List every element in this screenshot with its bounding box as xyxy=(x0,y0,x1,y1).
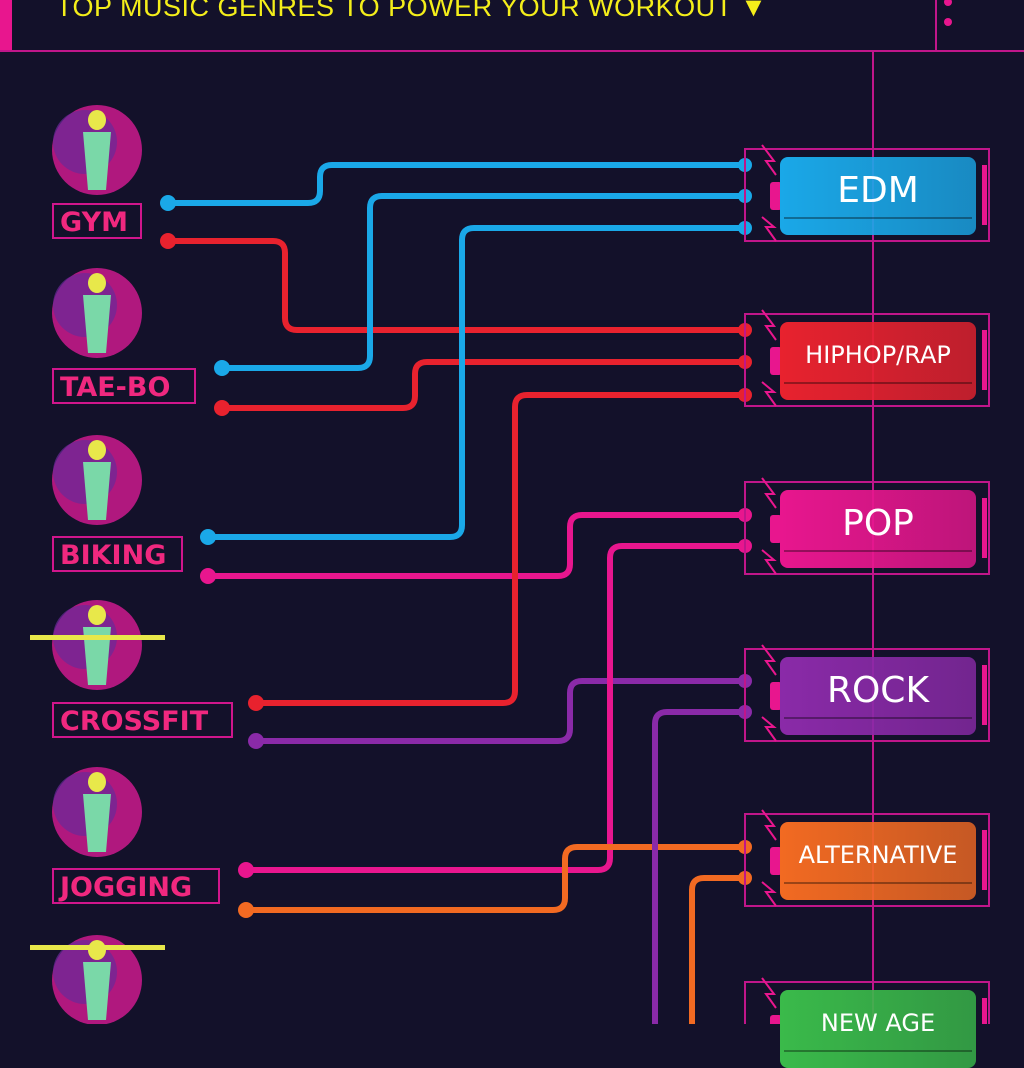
lightning-icon xyxy=(761,644,777,676)
genre-label: NEW AGE xyxy=(820,1009,936,1037)
workout-music-diagram xyxy=(0,0,1024,1024)
connection-wire xyxy=(214,355,752,416)
stationary-bike-icon xyxy=(52,105,142,195)
lightning-icon xyxy=(761,549,777,575)
barbell-overhead-icon xyxy=(30,935,165,1024)
genre-label: ROCK xyxy=(826,669,930,711)
genre-frame xyxy=(744,977,990,1024)
runner-icon xyxy=(52,767,142,857)
connection-wire xyxy=(238,539,752,878)
lightning-icon xyxy=(761,881,777,907)
connection-wire xyxy=(160,233,752,337)
lightning-icon xyxy=(761,477,777,509)
lightning-icon xyxy=(761,144,777,176)
genre-label: HIPHOP/RAP xyxy=(805,341,951,369)
activity-label: GYM xyxy=(52,203,142,239)
genre-box: NEW AGE xyxy=(780,990,976,1068)
connection-wire xyxy=(652,705,752,1024)
connection-wire xyxy=(248,388,752,711)
page-title: TOP MUSIC GENRES TO POWER YOUR WORKOUT ▼ xyxy=(56,0,767,23)
connection-wire xyxy=(214,189,752,376)
lightning-icon xyxy=(761,309,777,341)
genre-frame xyxy=(744,309,990,407)
genre-label: ALTERNATIVE xyxy=(798,841,958,869)
genre-label: EDM xyxy=(837,169,919,211)
genre-box: ALTERNATIVE xyxy=(780,822,976,900)
genre-box: HIPHOP/RAP xyxy=(780,322,976,400)
genre-frame xyxy=(744,144,990,242)
connection-wire xyxy=(689,871,752,1024)
connection-wire xyxy=(238,840,752,918)
lightning-icon xyxy=(761,716,777,742)
genre-frame xyxy=(744,477,990,575)
kickboxing-icon xyxy=(52,268,142,358)
cyclist-icon xyxy=(52,435,142,525)
genre-frame xyxy=(744,644,990,742)
lightning-icon xyxy=(761,216,777,242)
activity-label: BIKING xyxy=(52,536,183,572)
weightlifter-icon xyxy=(30,600,165,690)
genre-box: ROCK xyxy=(780,657,976,735)
activity-label: TAE-BO xyxy=(52,368,196,404)
activity-label: JOGGING xyxy=(52,868,220,904)
activity-label: CROSSFIT xyxy=(52,702,233,738)
genre-box: POP xyxy=(780,490,976,568)
triangle-down-icon: ▼ xyxy=(740,0,768,22)
lightning-icon xyxy=(761,381,777,407)
lightning-icon xyxy=(761,809,777,841)
genre-box: EDM xyxy=(780,157,976,235)
genre-label: POP xyxy=(842,502,914,544)
connection-wire xyxy=(160,158,752,211)
genre-frame xyxy=(744,809,990,907)
lightning-icon xyxy=(761,977,777,1009)
